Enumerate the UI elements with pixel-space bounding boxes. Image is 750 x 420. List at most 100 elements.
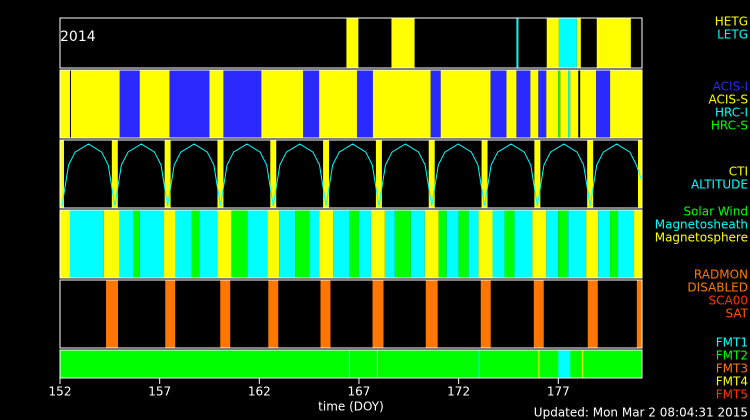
state-segment [580, 70, 597, 138]
legend-label: FMT3 [716, 362, 748, 376]
legend-label: Magnetosheath [655, 218, 748, 232]
state-segment [349, 210, 359, 278]
state-segment [349, 350, 351, 378]
state-segment [587, 280, 598, 348]
state-segment [191, 210, 200, 278]
state-segment [60, 140, 64, 208]
state-segment [480, 280, 491, 348]
state-segment [636, 280, 642, 348]
state-segment [533, 280, 544, 348]
state-segment [333, 210, 350, 278]
state-segment [394, 210, 411, 278]
state-segment [220, 280, 231, 348]
state-segment [568, 210, 587, 278]
state-segment [586, 210, 599, 278]
state-segment [323, 140, 330, 208]
state-segment [295, 210, 310, 278]
state-segment [558, 350, 571, 378]
legend-label: ACIS-S [709, 93, 748, 107]
legend-label: DISABLED [687, 281, 748, 295]
legend-label: Solar Wind [683, 205, 748, 219]
state-segment [425, 280, 438, 348]
x-tick-label: 167 [348, 385, 371, 399]
state-segment [163, 210, 176, 278]
state-segment [106, 280, 119, 348]
state-segment [582, 350, 584, 378]
x-tick-label: 177 [547, 385, 570, 399]
state-segment [546, 18, 559, 68]
state-segment [478, 210, 493, 278]
legend-label: FMT2 [716, 349, 748, 363]
state-segment [596, 70, 611, 138]
legend-label: CTI [729, 165, 748, 179]
state-segment [538, 350, 540, 378]
state-segment [270, 140, 277, 208]
state-segment [119, 210, 134, 278]
state-segment [440, 70, 491, 138]
state-segment [217, 210, 232, 278]
state-segment [430, 70, 441, 138]
state-segment [490, 70, 507, 138]
state-segment [481, 140, 488, 208]
state-segment [346, 18, 359, 68]
state-segment [356, 70, 373, 138]
state-segment [610, 70, 642, 138]
state-segment [576, 18, 581, 68]
state-segment [391, 18, 415, 68]
state-segment [247, 210, 268, 278]
state-segment [199, 210, 218, 278]
state-segment [111, 140, 118, 208]
state-segment [60, 210, 70, 278]
state-segment [634, 210, 642, 278]
state-segment [458, 210, 469, 278]
state-segment [175, 210, 192, 278]
state-segment [384, 210, 395, 278]
legend-label: ALTITUDE [691, 178, 748, 192]
legend-label: HETG [715, 15, 748, 29]
state-segment [558, 210, 569, 278]
legend-label: FMT5 [716, 388, 748, 402]
state-segment [424, 210, 439, 278]
state-segment [558, 18, 577, 68]
state-segment [560, 70, 569, 138]
x-tick-label: 152 [49, 385, 72, 399]
state-segment [376, 350, 378, 378]
state-segment [504, 210, 515, 278]
state-segment [410, 210, 425, 278]
state-segment [165, 280, 176, 348]
state-segment [438, 210, 447, 278]
x-tick-label: 157 [148, 385, 171, 399]
altitude-line [61, 143, 643, 207]
state-segment [320, 280, 331, 348]
state-segment [596, 18, 631, 68]
chart-title: 2014 [60, 29, 96, 45]
legend-label: FMT4 [716, 375, 748, 389]
legend-label: HRC-S [711, 119, 748, 133]
state-segment [103, 210, 120, 278]
state-segment [514, 210, 533, 278]
state-segment [610, 210, 619, 278]
state-segment [506, 70, 517, 138]
state-segment [446, 210, 459, 278]
state-segment [164, 140, 171, 208]
state-segment [372, 70, 431, 138]
state-segment [319, 70, 357, 138]
state-segment [358, 210, 371, 278]
state-segment [209, 70, 224, 138]
state-segment [538, 70, 547, 138]
panel-frame [59, 209, 643, 279]
legend-label: Magnetosphere [655, 231, 748, 245]
state-segment [428, 140, 435, 208]
panel-frame [59, 139, 643, 209]
legend-label: SAT [726, 307, 749, 321]
state-segment [516, 70, 531, 138]
legend-label: SCA00 [709, 294, 748, 308]
state-segment [534, 140, 541, 208]
state-segment [133, 210, 140, 278]
state-segment [70, 70, 120, 138]
x-tick-label: 162 [248, 385, 271, 399]
state-segment [60, 70, 70, 138]
state-segment [69, 210, 104, 278]
state-segment [169, 70, 210, 138]
state-segment [546, 210, 559, 278]
